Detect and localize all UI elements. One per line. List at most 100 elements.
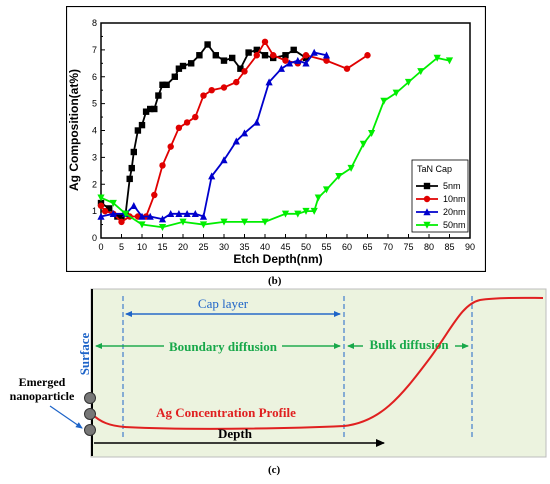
data-point xyxy=(188,60,195,67)
ag-concentration-profile xyxy=(91,296,544,430)
data-point xyxy=(106,205,113,212)
data-point xyxy=(404,78,413,86)
data-point xyxy=(167,143,174,150)
x-tick-label: 90 xyxy=(465,242,475,252)
data-point xyxy=(270,52,277,59)
data-point xyxy=(151,191,158,199)
series-line xyxy=(100,56,450,229)
data-point xyxy=(208,172,216,180)
data-point xyxy=(368,129,376,137)
y-axis-label: Ag Composition(at%) xyxy=(67,69,81,191)
data-point xyxy=(220,57,228,64)
emerged-label-line1: Emerged xyxy=(19,375,66,389)
data-point xyxy=(138,221,146,229)
y-tick-label: 1 xyxy=(92,206,97,216)
data-point xyxy=(232,137,240,145)
data-point xyxy=(183,119,191,126)
data-point xyxy=(167,210,175,218)
x-tick-label: 85 xyxy=(444,242,454,252)
data-point xyxy=(126,175,133,183)
y-tick-label: 0 xyxy=(92,233,97,243)
x-tick-label: 45 xyxy=(280,242,290,252)
y-tick-label: 8 xyxy=(92,18,97,28)
data-point xyxy=(277,64,285,72)
data-point xyxy=(253,46,260,54)
data-point xyxy=(392,89,400,97)
data-point xyxy=(261,52,269,59)
data-point xyxy=(163,81,170,89)
data-point xyxy=(253,118,261,126)
data-point xyxy=(261,218,269,226)
legend-entry: 50nm xyxy=(443,220,466,230)
data-point xyxy=(229,54,236,62)
data-point xyxy=(241,68,248,75)
data-point xyxy=(323,57,330,64)
data-point xyxy=(101,207,109,215)
data-point xyxy=(343,65,351,72)
data-point xyxy=(130,201,138,209)
series-20nm xyxy=(97,48,331,223)
data-point xyxy=(347,164,355,172)
legend-box xyxy=(411,159,469,233)
data-point xyxy=(122,210,130,218)
x-tick-label: 80 xyxy=(424,242,434,252)
data-point xyxy=(302,52,310,59)
x-axis-label: Etch Depth(nm) xyxy=(233,252,322,266)
y-axis: 0 1 2 3 4 5 6 7 8 xyxy=(92,18,105,243)
x-tick-label: 15 xyxy=(157,242,167,252)
x-tick-label: 40 xyxy=(260,242,270,252)
data-point xyxy=(286,59,294,67)
series-5nm xyxy=(97,41,310,220)
data-point xyxy=(233,78,240,86)
data-point xyxy=(109,210,117,218)
x-tick-label: 75 xyxy=(403,242,413,252)
bulk-diffusion-label: Bulk diffusion xyxy=(369,337,449,352)
data-point xyxy=(314,194,322,202)
data-point xyxy=(146,212,154,220)
x-tick-label: 10 xyxy=(137,242,147,252)
series-50nm xyxy=(97,54,454,232)
data-point xyxy=(417,68,425,76)
data-point xyxy=(261,38,269,46)
y-tick-label: 7 xyxy=(92,45,97,55)
data-point xyxy=(130,148,137,156)
data-point xyxy=(302,207,310,215)
data-point xyxy=(114,213,121,220)
y-tick-label: 2 xyxy=(92,179,97,189)
data-point xyxy=(200,92,207,99)
legend-marker xyxy=(423,221,431,229)
cap-layer-label-bg xyxy=(186,294,260,312)
y-tick-label: 4 xyxy=(92,126,97,136)
data-point xyxy=(183,210,191,218)
data-point xyxy=(118,213,125,220)
bulk-label-bg xyxy=(363,334,455,354)
data-point xyxy=(220,156,228,164)
data-point xyxy=(220,218,228,226)
x-tick-label: 50 xyxy=(301,242,311,252)
data-point xyxy=(158,224,167,232)
data-point xyxy=(204,41,211,48)
data-point xyxy=(138,121,146,129)
x-tick-label: 30 xyxy=(219,242,229,252)
data-point xyxy=(359,140,367,148)
legend-entry: 10nm xyxy=(443,194,466,204)
data-point xyxy=(245,49,252,56)
data-point xyxy=(253,52,260,59)
data-point xyxy=(199,212,208,220)
data-point xyxy=(445,57,454,65)
data-point xyxy=(151,105,158,113)
data-point xyxy=(240,129,249,137)
legend-marker xyxy=(423,208,431,216)
x-tick-label: 0 xyxy=(98,242,103,252)
data-point xyxy=(159,162,166,169)
x-tick-label: 70 xyxy=(383,242,393,252)
data-point xyxy=(310,48,318,56)
profile-label: Ag Concentration Profile xyxy=(156,405,296,420)
y-tick-label: 3 xyxy=(92,152,97,162)
diffusion-diagram: Cap layer Boundary diffusion Bulk diffus… xyxy=(0,288,550,458)
data-point xyxy=(282,52,289,59)
series-layer xyxy=(97,38,454,232)
data-point xyxy=(97,194,105,202)
